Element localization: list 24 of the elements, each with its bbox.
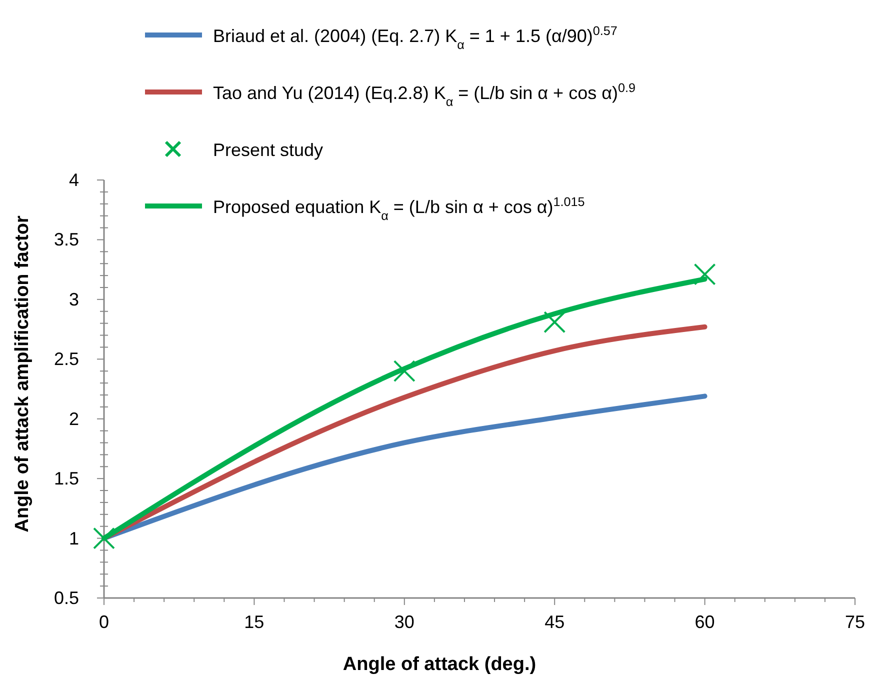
point	[393, 360, 416, 382]
point	[694, 263, 716, 286]
x-tick-label: 75	[844, 612, 866, 632]
y-tick-label: 3.5	[54, 230, 79, 250]
y-tick-label: 1.5	[54, 468, 79, 489]
y-tick-label: 3	[68, 289, 79, 310]
legend-label: Present study	[213, 140, 324, 160]
x-tick-label: 15	[244, 612, 264, 632]
y-tick-label: 1	[68, 528, 79, 548]
x-tick-label: 60	[694, 612, 715, 632]
legend-label: Tao and Yu (2014) (Eq.2.8) K$_{α}$ = (L/b sin α + cos α)$^{0.9}$	[213, 81, 636, 109]
point	[544, 311, 566, 334]
x-tick-label: 30	[394, 612, 414, 632]
x-tick-label: 45	[544, 612, 565, 632]
y-tick-label: 2.5	[54, 349, 79, 370]
x-tick-label: 0	[98, 612, 110, 632]
y-tick-label: 4	[68, 170, 79, 190]
y-tick-label: 2	[68, 408, 79, 429]
legend-label: Proposed equation K$_{α}$ = (L/b sin α + cos α)$^{1.015}$	[213, 195, 585, 223]
point	[93, 527, 115, 550]
y-axis-title: Angle of attack amplification factor	[12, 215, 33, 532]
legend-label: Briaud et al. (2004) (Eq. 2.7) K$_{α}$ = 1 + 1.5 (α/90)$^{0.57}$	[213, 24, 618, 52]
x-axis-title: Angle of attack (deg.)	[342, 654, 536, 675]
y-tick-label: 0.5	[54, 588, 79, 608]
